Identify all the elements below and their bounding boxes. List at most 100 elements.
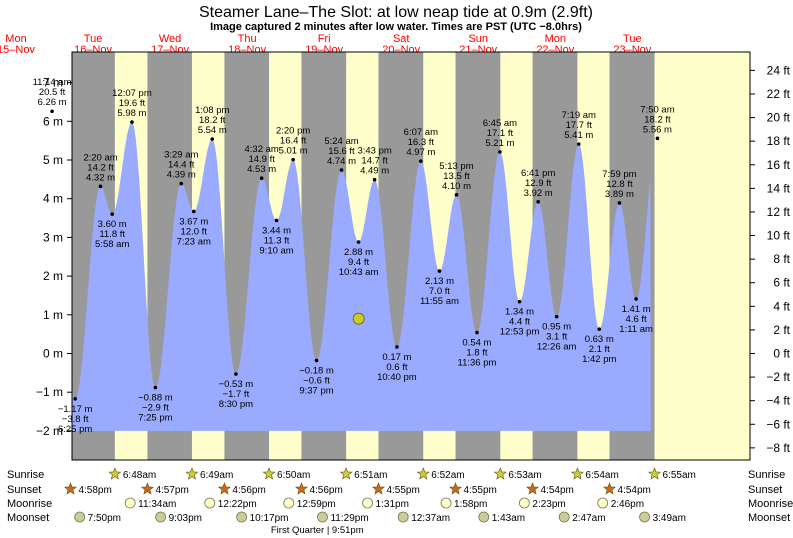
sunset-icon <box>217 482 231 495</box>
sunrise-time: 6:50am <box>277 470 310 481</box>
sunrise-icon <box>493 467 507 480</box>
day-date: 15–Nov <box>0 44 35 56</box>
day-of-week: Sat <box>393 33 410 45</box>
tide-label: 14.4 ft <box>168 160 195 171</box>
tide-point <box>475 330 479 335</box>
tide-label: 18.2 ft <box>644 114 671 125</box>
day-of-week: Tue <box>623 33 642 45</box>
tide-label: 3:43 pm <box>357 146 391 157</box>
moonrise-time: 2:23pm <box>532 499 565 510</box>
tide-label: 7:19 am <box>562 110 596 121</box>
tide-point <box>153 385 158 390</box>
tide-label: 14.7 ft <box>361 156 388 167</box>
moonrise-time: 1:31pm <box>376 499 409 510</box>
right-tick-label: 10 ft <box>767 229 791 243</box>
tide-point <box>98 184 103 189</box>
tide-label: 8:30 pm <box>219 399 253 410</box>
tide-label: 13.5 ft <box>443 171 470 182</box>
moonset-time: 11:29pm <box>330 513 368 524</box>
sunset-icon <box>526 482 539 495</box>
tide-point <box>554 314 559 319</box>
tide-label: 12:07 pm <box>112 88 152 99</box>
sunset-label-left: Sunset <box>7 484 41 496</box>
tide-label: −0.6 ft <box>303 375 330 386</box>
sunset-icon <box>295 482 308 495</box>
tide-label: 17.1 ft <box>487 128 514 139</box>
tide-point <box>634 297 638 301</box>
tide-label: 7:50 am <box>640 104 674 115</box>
tide-label: 2.13 m <box>425 276 454 287</box>
right-tick-label: 22 ft <box>767 87 791 101</box>
tide-label: 12.9 ft <box>525 178 552 189</box>
tide-label: 7:59 pm <box>602 169 636 180</box>
right-tick-label: 6 ft <box>773 276 790 290</box>
tide-label: 0.54 m <box>462 338 491 349</box>
tide-label: 5:13 pm <box>439 161 473 172</box>
tide-label: 3.1 ft <box>546 332 567 343</box>
tide-point <box>372 177 377 182</box>
moonrise-label-left: Moonrise <box>7 498 52 510</box>
left-tick-label: 6 m <box>43 114 63 128</box>
tide-label: 5.98 m <box>117 108 146 119</box>
moonset-icon <box>639 511 650 523</box>
sunset-time: 4:56pm <box>232 485 265 496</box>
axes: −2 m −1 m 0 m 1 m 2 m 3 m 4 m 5 m 6 m 7 m −8 ft −6 … <box>36 51 791 461</box>
moonset-label-left: Moonset <box>7 512 49 524</box>
tide-label: 1:42 pm <box>582 354 616 365</box>
moonset-icon <box>478 511 490 523</box>
tide-label: 5.01 m <box>279 146 308 157</box>
tide-label: 10:40 pm <box>377 372 417 383</box>
tide-point <box>110 212 115 216</box>
tide-label: 4.6 ft <box>626 314 647 325</box>
tide-point <box>179 181 184 186</box>
right-tick-label: 14 ft <box>767 181 791 195</box>
plot-inner <box>72 52 750 460</box>
current-tide-marker <box>352 312 365 325</box>
moonrise-icon <box>204 497 216 509</box>
sunset-icon <box>372 482 385 495</box>
tide-label: 16.3 ft <box>408 137 435 148</box>
tide-label: 1.34 m <box>505 307 534 318</box>
tide-label: 3.67 m <box>179 216 208 227</box>
sunset-icon <box>140 482 154 495</box>
tide-label: 9:10 am <box>259 245 293 256</box>
plot-frame <box>71 51 751 461</box>
sunrise-label-left: Sunrise <box>7 469 44 481</box>
right-tick-label: 12 ft <box>767 205 791 219</box>
left-tick-label: 4 m <box>43 192 63 206</box>
plot-area <box>72 52 750 460</box>
moonrise-icon <box>124 497 136 509</box>
tide-label: −2.9 ft <box>142 403 169 414</box>
moonrise-time: 1:58pm <box>454 499 487 510</box>
tide-point <box>617 201 622 205</box>
tide-label: 5:58 am <box>95 239 129 250</box>
moonset-icon <box>397 511 409 523</box>
moonset-time: 3:49am <box>653 513 686 524</box>
tide-label: 4:32 am <box>244 144 278 155</box>
right-tick-label: 8 ft <box>773 252 790 266</box>
right-tick-label: 4 ft <box>773 299 790 313</box>
moonrise-time: 2:46pm <box>611 499 644 510</box>
tide-point <box>576 142 581 146</box>
sunset-icon <box>64 482 77 495</box>
tide-label: 6.26 m <box>38 97 67 108</box>
right-tick-label: −2 ft <box>766 370 790 384</box>
sunrise-time: 6:48am <box>123 470 156 481</box>
tide-label: 11:14 am <box>33 77 72 88</box>
tide-label: 17.7 ft <box>566 120 593 131</box>
moon-phase-label: First Quarter | 9:51pm <box>271 525 364 536</box>
tide-label: −0.18 m <box>299 365 334 376</box>
tide-label: 6:07 am <box>404 127 438 138</box>
tide-point <box>259 176 264 180</box>
sunset-time: 4:54pm <box>618 485 651 496</box>
tide-label: 7:23 am <box>177 236 211 247</box>
tide-label: 6:45 am <box>483 118 517 129</box>
tide-label: 12:53 pm <box>500 327 540 338</box>
tide-label: 3.89 m <box>605 189 634 200</box>
moonset-time: 9:03pm <box>169 513 202 524</box>
tide-label: −3.8 ft <box>62 414 89 425</box>
tide-point <box>419 159 423 163</box>
tide-point <box>356 240 361 244</box>
tide-point <box>597 327 602 331</box>
